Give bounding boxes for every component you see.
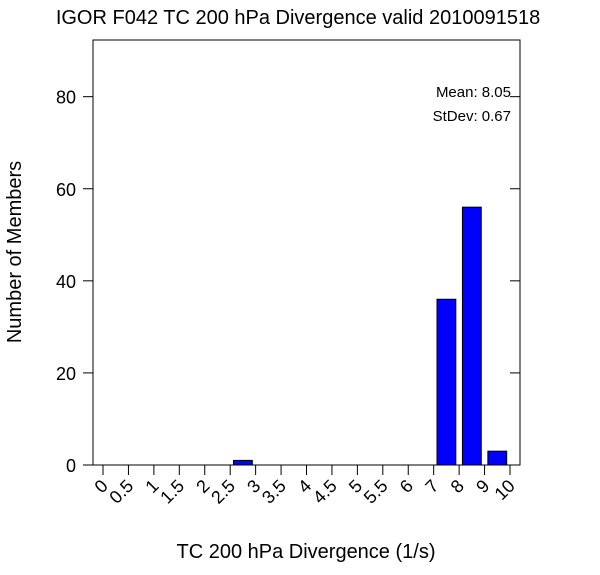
x-tick-label: 3.5 <box>258 476 290 508</box>
y-tick-label: 40 <box>56 272 76 292</box>
plot-frame <box>92 39 521 466</box>
x-tick-label: 4.5 <box>309 476 341 508</box>
y-axis-label: Number of Members <box>4 161 26 343</box>
y-tick-label: 60 <box>56 180 76 200</box>
y-tick-label: 20 <box>56 364 76 384</box>
mean-annotation: Mean: 8.05 <box>436 84 511 101</box>
x-tick-label: 10 <box>491 476 519 504</box>
y-tick-label: 80 <box>56 88 76 108</box>
x-tick-label: 7 <box>421 476 442 497</box>
x-tick-label: 1.5 <box>156 476 188 508</box>
histogram-bar <box>461 206 482 466</box>
histogram-bar <box>436 298 457 466</box>
x-tick-label: 6 <box>396 476 417 497</box>
x-tick-label: 9 <box>472 476 493 497</box>
y-tick-label: 0 <box>66 456 76 476</box>
x-tick-label: 2.5 <box>207 476 239 508</box>
chart-title: IGOR F042 TC 200 hPa Divergence valid 20… <box>56 7 540 29</box>
stdev-annotation: StDev: 0.67 <box>433 108 511 125</box>
histogram-bar <box>487 450 508 466</box>
x-axis-label: TC 200 hPa Divergence (1/s) <box>176 541 435 563</box>
x-tick-label: 8 <box>447 476 468 497</box>
x-tick-label: 5.5 <box>360 476 392 508</box>
histogram-bar <box>232 459 253 466</box>
x-tick-label: 0.5 <box>105 476 137 508</box>
